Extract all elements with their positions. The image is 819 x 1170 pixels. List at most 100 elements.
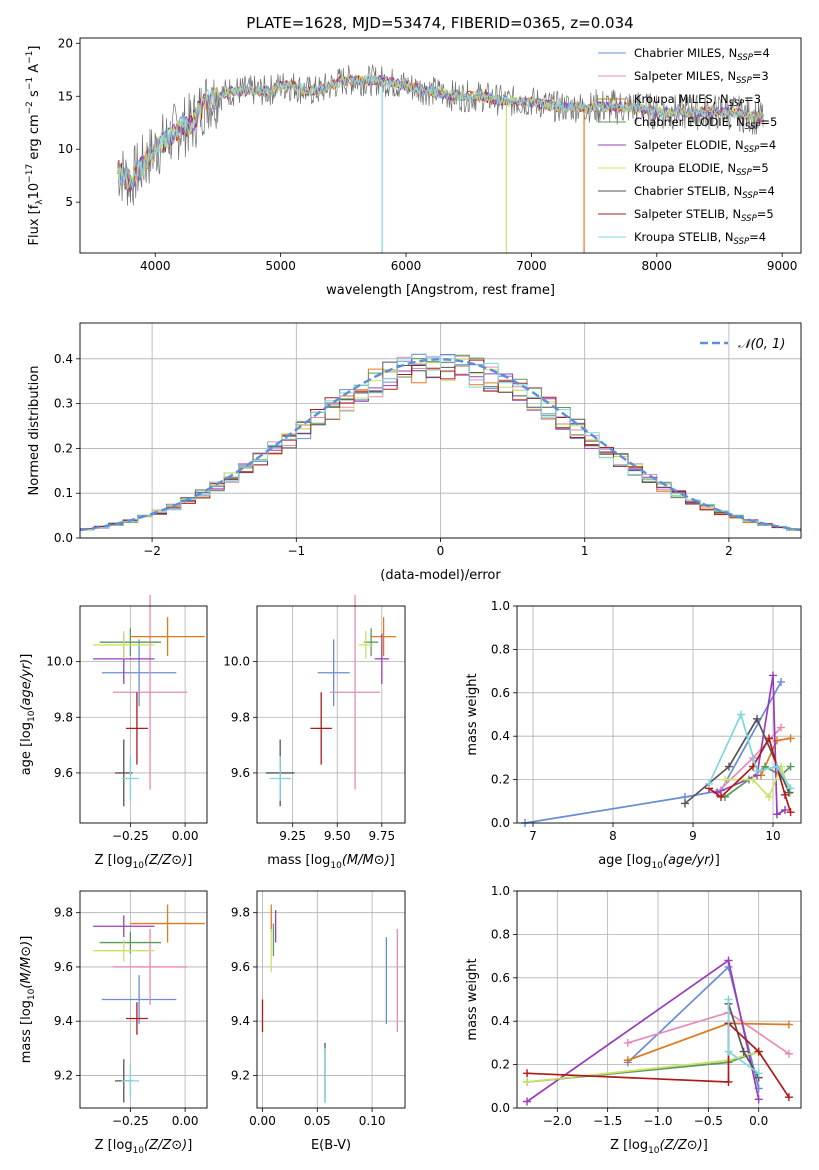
label-part: 10	[27, 183, 42, 200]
label-part: −1	[25, 51, 35, 64]
label-part: 10	[648, 1146, 660, 1156]
weight-marker	[786, 762, 795, 771]
y-tick-label: 10.0	[223, 655, 250, 669]
label-part: =4	[753, 46, 770, 60]
label-part: SSP	[736, 168, 752, 178]
axes-frame	[79, 605, 208, 824]
y-tick-label: 9.6	[231, 960, 250, 974]
x-tick-label: 10	[765, 829, 780, 843]
weight-series	[524, 681, 782, 824]
label-part: Salpeter ELODIE, N	[634, 138, 744, 152]
label-part: (M/M⊙)	[342, 853, 390, 868]
x-tick-label: 0.10	[359, 1114, 386, 1128]
label-part: Z [log	[610, 1138, 648, 1153]
weight-marker	[724, 1047, 733, 1056]
x-tick-label: 7	[529, 829, 537, 843]
axes-frame	[256, 890, 406, 1109]
x-tick-label: 0.0	[749, 1114, 768, 1128]
x-tick-label: 7000	[516, 259, 547, 273]
y-tick-label: 10	[58, 142, 73, 156]
label-part: −1	[25, 77, 35, 90]
weight-marker	[753, 714, 761, 723]
y-tick-label: 0.1	[54, 486, 73, 500]
label-part: ]	[703, 1138, 708, 1153]
label-part: =3	[744, 92, 761, 106]
label-part: mass [log	[267, 853, 330, 868]
label-part: −17	[25, 164, 35, 183]
y-tick-label: 0.6	[491, 971, 510, 985]
weight-series	[526, 958, 760, 1103]
label-part: Chabrier STELIB, N	[634, 184, 742, 198]
weight-marker	[724, 1077, 733, 1086]
label-part: Chabrier ELODIE, N	[634, 115, 745, 129]
weight-marker	[784, 1093, 793, 1102]
weight-marker	[754, 1069, 763, 1078]
x-tick-label: −0.5	[694, 1114, 723, 1128]
weight-marker	[773, 810, 781, 819]
label-part: ]	[187, 853, 192, 868]
label-part: SSP	[742, 191, 758, 201]
y-tick-label: 0.0	[54, 531, 73, 545]
weight-marker	[725, 762, 733, 771]
label-part: SSP	[741, 214, 757, 224]
legend-entry: Chabrier STELIB, NSSP=4	[634, 184, 775, 201]
y-tick-label: 0.4	[491, 729, 510, 743]
label-part: (Z/Z⊙)	[660, 1138, 703, 1153]
label-part: (age/yr)	[663, 853, 715, 868]
label-part: ]	[19, 936, 34, 941]
x-tick-label: −0.25	[112, 1114, 149, 1128]
y-tick-label: 1.0	[491, 884, 510, 898]
label-part: 10	[27, 988, 37, 1000]
label-part: 10	[27, 710, 37, 722]
axes-frame	[516, 890, 802, 1109]
weight-marker	[724, 956, 733, 965]
weight-marker	[705, 779, 713, 788]
weight-marker	[777, 723, 785, 732]
legend-entry: 𝒩(0, 1)	[738, 337, 785, 352]
label-part: Kroupa STELIB, N	[634, 230, 734, 244]
weight-marker	[769, 671, 777, 680]
label-part: (age/yr)	[19, 659, 34, 711]
legend-entry: Salpeter STELIB, NSSP=5	[634, 207, 774, 224]
y-tick-label: 9.2	[231, 1068, 250, 1082]
weight-marker	[786, 808, 795, 817]
histogram-series	[80, 353, 801, 531]
label-part: ]	[27, 46, 42, 51]
x-tick-label: 0.05	[304, 1114, 331, 1128]
y-tick-label: 9.6	[231, 766, 250, 780]
x-tick-label: 8000	[642, 259, 673, 273]
age-vs-mass-panel: 9.25 9.50 9.75 9.6 9.8 10.0 mass [log10(M/M⊙)]	[223, 594, 406, 871]
label-part: mass [log	[19, 1000, 34, 1063]
y-tick-label: 0.0	[491, 1101, 510, 1115]
legend-entry: Salpeter ELODIE, NSSP=4	[634, 138, 776, 155]
legend-entry: Chabrier ELODIE, NSSP=5	[634, 115, 777, 132]
label-part: SSP	[736, 76, 752, 86]
y-tick-label: 0.3	[54, 397, 73, 411]
label-part: =5	[752, 161, 769, 175]
x-axis-label: Z [log10(Z/Z⊙)]	[95, 853, 193, 871]
x-tick-label: 1	[581, 544, 589, 558]
residuals-panel: −2 −1 0 1 2 0.0 0.1 0.2 0.3 0.4 (data-model)/error…	[27, 322, 802, 583]
label-part: ]	[19, 654, 34, 659]
spectrum-panel: 4000 5000 6000 7000 8000 9000 5 10 15 20 wavelengt…	[25, 36, 802, 298]
model-spectrum	[117, 74, 764, 190]
weight-series	[708, 712, 792, 789]
y-tick-label: 0.2	[491, 1058, 510, 1072]
x-tick-label: 9	[689, 829, 697, 843]
label-part: Chabrier MILES, N	[634, 46, 737, 60]
label-part: λ	[35, 199, 45, 205]
x-tick-label: 0.00	[249, 1114, 276, 1128]
y-tick-label: 0.2	[54, 441, 73, 455]
x-axis-label: E(B-V)	[311, 1138, 351, 1153]
x-tick-label: 0	[437, 544, 445, 558]
x-axis-label: mass [log10(M/M⊙)]	[267, 853, 395, 871]
x-tick-label: 9.25	[279, 829, 306, 843]
y-tick-label: 9.8	[231, 710, 250, 724]
weight-marker	[754, 1047, 763, 1056]
label-part: (M/M⊙)	[19, 941, 34, 989]
y-tick-label: 0.2	[491, 773, 510, 787]
label-part: SSP	[744, 145, 760, 155]
x-axis-label: Z [log10(Z/Z⊙)]	[95, 1138, 193, 1156]
weight-marker	[754, 1095, 763, 1104]
weight-marker	[765, 792, 773, 801]
